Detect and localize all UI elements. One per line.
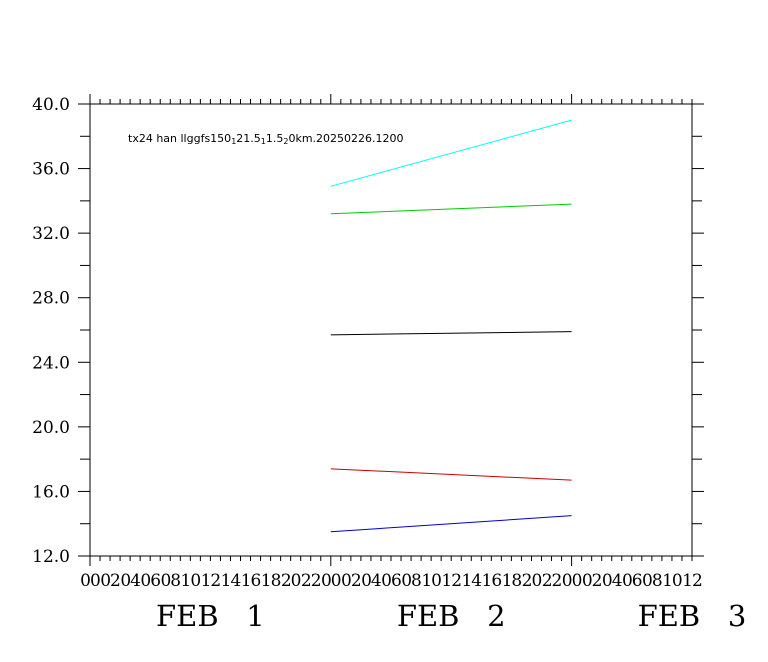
series-line xyxy=(330,331,572,336)
x-hour-label: 10 xyxy=(421,571,441,591)
series-group xyxy=(330,119,572,533)
x-hour-label: 14 xyxy=(221,571,241,591)
x-hour-label: 02 xyxy=(100,571,120,591)
y-tick-label: 16.0 xyxy=(32,482,70,502)
x-hour-label: 02 xyxy=(341,571,361,591)
x-hour-label: 14 xyxy=(461,571,481,591)
title-part: 21.5 xyxy=(236,132,261,145)
axis-ticks xyxy=(78,94,704,566)
series-line xyxy=(330,203,572,215)
x-hour-label: 08 xyxy=(642,571,662,591)
x-hour-label: 06 xyxy=(622,571,642,591)
plot-frame xyxy=(89,103,693,557)
title-part: 1 xyxy=(261,137,266,146)
x-date-label: FEB 1 xyxy=(156,599,265,633)
x-date-label: FEB 3 xyxy=(638,599,747,633)
y-tick-label: 24.0 xyxy=(32,353,70,373)
y-tick-label: 40.0 xyxy=(32,95,70,115)
x-hour-label: 20 xyxy=(281,571,301,591)
x-hour-label: 00 xyxy=(80,571,100,591)
x-hour-label: 18 xyxy=(261,571,281,591)
series-line xyxy=(330,119,572,187)
y-tick-label: 12.0 xyxy=(32,547,70,567)
x-hour-label: 04 xyxy=(602,571,622,591)
x-hour-label: 06 xyxy=(381,571,401,591)
y-tick-label: 36.0 xyxy=(32,160,70,180)
x-date-label: FEB 2 xyxy=(397,599,506,633)
series-line xyxy=(330,468,572,481)
title-part: 1.5 xyxy=(266,132,284,145)
x-hour-label: 20 xyxy=(522,571,542,591)
x-hour-label: 12 xyxy=(201,571,221,591)
y-tick-label: 20.0 xyxy=(32,418,70,438)
title-part: tx24 han llggfs150 xyxy=(128,132,231,145)
axis-labels: 12.016.020.024.028.032.036.040.000 02 04 06… xyxy=(32,95,746,633)
x-hour-label: 16 xyxy=(241,571,261,591)
x-hour-label: 16 xyxy=(482,571,502,591)
chart-title: tx24 han llggfs150121.511.520km.20250226… xyxy=(128,132,404,146)
title-part: 1 xyxy=(231,137,236,146)
x-hour-label: 12 xyxy=(682,571,702,591)
x-hour-label: 00 xyxy=(562,571,582,591)
x-hour-label: 12 xyxy=(441,571,461,591)
x-hour-label: 04 xyxy=(361,571,381,591)
y-tick-label: 28.0 xyxy=(32,289,70,309)
x-hour-label: 04 xyxy=(120,571,140,591)
y-tick-label: 32.0 xyxy=(32,224,70,244)
series-line xyxy=(330,515,572,533)
x-hour-label: 18 xyxy=(502,571,522,591)
x-hour-label: 10 xyxy=(181,571,201,591)
x-hour-label: 22 xyxy=(542,571,562,591)
x-hour-label: 02 xyxy=(582,571,602,591)
title-part: 2 xyxy=(283,137,288,146)
title-part: 0km.20250226.1200 xyxy=(288,132,403,145)
x-hour-label: 22 xyxy=(301,571,321,591)
x-hour-label: 08 xyxy=(401,571,421,591)
x-hour-label: 10 xyxy=(662,571,682,591)
x-hour-label: 06 xyxy=(140,571,160,591)
x-hour-label: 00 xyxy=(321,571,341,591)
x-hour-label: 08 xyxy=(160,571,180,591)
